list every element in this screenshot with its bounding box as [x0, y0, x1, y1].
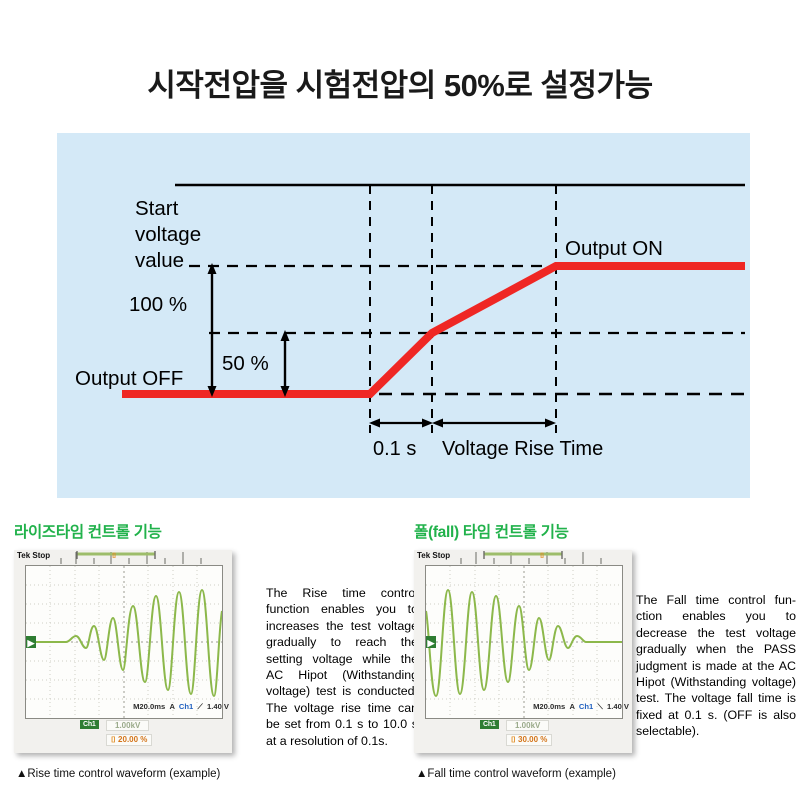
fall-scope-channel-scale: 1.00kV — [506, 720, 550, 731]
rise-time-description: The Rise time control function enables y… — [266, 586, 418, 748]
fall-scope-channel-badge: Ch1 — [480, 720, 499, 729]
rise-scope-topbar: Tek Stop ⌷ — [14, 550, 232, 574]
output-voltage-waveform — [122, 262, 745, 398]
fall-scope-position-marker-icon: ⌷ — [511, 735, 516, 744]
svg-text:⌷: ⌷ — [112, 553, 116, 560]
rise-scope-graticule: ▶ — [25, 565, 223, 719]
dimension-50-percent — [280, 330, 290, 397]
label-100-percent: 100 % — [129, 293, 187, 316]
rise-scope-caption: ▲Rise time control waveform (example) — [16, 768, 221, 780]
label-output-off: Output OFF — [75, 367, 183, 390]
oscilloscope-rise: Tek Stop ⌷ — [14, 550, 232, 753]
label-output-on: Output ON — [565, 237, 663, 260]
fall-scope-wrapper: Tek Stop ⌷ — [414, 550, 632, 753]
fall-time-description: The Fall time control fun-ction enables … — [636, 593, 796, 739]
fall-scope-topbar: Tek Stop ⌷ — [414, 550, 632, 574]
rise-scope-channel: Ch1 — [178, 702, 194, 711]
rise-scope-position-value: 20.00 % — [118, 735, 148, 744]
svg-text:▶: ▶ — [27, 638, 36, 648]
rise-scope-readout: M20.0ms A Ch1 ⟋ 1.40 V — [133, 702, 229, 753]
rise-scope-trigger-source: A — [169, 702, 175, 711]
oscilloscope-fall: Tek Stop ⌷ — [414, 550, 632, 753]
rise-scope-trigger-slope-icon: ⟋ — [197, 702, 203, 711]
label-voltage-rise-time: Voltage Rise Time — [442, 438, 603, 460]
rise-scope-channel-scale: 1.00kV — [106, 720, 150, 731]
fall-scope-topbar-graphics: ⌷ — [460, 551, 602, 564]
svg-text:▶: ▶ — [427, 638, 436, 648]
fall-scope-status-label: Tek Stop — [417, 551, 451, 560]
fall-scope-readout: M20.0ms A Ch1 ⟍ 1.40 V — [533, 702, 629, 753]
label-50-percent: 50 % — [222, 352, 269, 375]
label-rise-delay: 0.1 s — [373, 438, 416, 460]
svg-text:⌷: ⌷ — [540, 553, 544, 560]
section-fall-heading: 폴(fall) 타임 컨트롤 기능 — [414, 524, 569, 541]
section-rise-body: Tek Stop ⌷ — [14, 550, 418, 800]
fall-scope-trigger-source: A — [569, 702, 575, 711]
rise-scope-wrapper: Tek Stop ⌷ — [14, 550, 232, 753]
fall-scope-trace-svg: ▶ — [426, 566, 622, 718]
label-start-voltage-line1: Start — [135, 197, 179, 220]
rise-scope-channel-badge: Ch1 — [80, 720, 99, 729]
fall-scope-trigger-level: 1.40 V — [607, 702, 629, 711]
fall-scope-trigger-slope-icon: ⟍ — [597, 702, 603, 711]
label-start-voltage-line3: value — [135, 249, 184, 272]
fall-scope-channel: Ch1 — [578, 702, 594, 711]
rise-scope-status-label: Tek Stop — [17, 551, 51, 560]
timing-diagram-svg: Start voltage value 100 % 50 % Output OF… — [75, 183, 745, 460]
fall-scope-graticule: ▶ — [425, 565, 623, 719]
fall-scope-position-value: 30.00 % — [518, 735, 548, 744]
rise-scope-trace-svg: ▶ — [26, 566, 222, 718]
label-start-voltage-line2: voltage — [135, 223, 201, 246]
fall-scope-caption: ▲Fall time control waveform (example) — [416, 768, 616, 780]
rise-scope-trigger-level: 1.40 V — [207, 702, 229, 711]
dimension-voltage-rise-time — [432, 418, 556, 428]
rise-scope-topbar-graphics: ⌷ — [60, 551, 202, 564]
section-fall-time-control: 폴(fall) 타임 컨트롤 기능 Tek Stop — [414, 520, 800, 800]
fall-scope-position-percent: ⌷ 30.00 % — [506, 734, 553, 746]
section-fall-body: Tek Stop ⌷ — [414, 550, 800, 800]
rise-scope-position-percent: ⌷ 20.00 % — [106, 734, 153, 746]
rise-scope-position-marker-icon: ⌷ — [111, 735, 116, 744]
section-rise-time-control: 라이즈타임 컨트롤 기능 Tek Stop — [14, 520, 418, 800]
page-title: 시작전압을 시험전압의 50%로 설정가능 — [147, 68, 653, 103]
rise-scope-timebase: M20.0ms — [133, 702, 166, 711]
fall-scope-timebase: M20.0ms — [533, 702, 566, 711]
timing-diagram-panel: Start voltage value 100 % 50 % Output OF… — [57, 133, 750, 498]
section-rise-heading: 라이즈타임 컨트롤 기능 — [14, 524, 162, 541]
dimension-0p1s — [369, 418, 433, 428]
dimension-100-percent — [207, 263, 217, 397]
